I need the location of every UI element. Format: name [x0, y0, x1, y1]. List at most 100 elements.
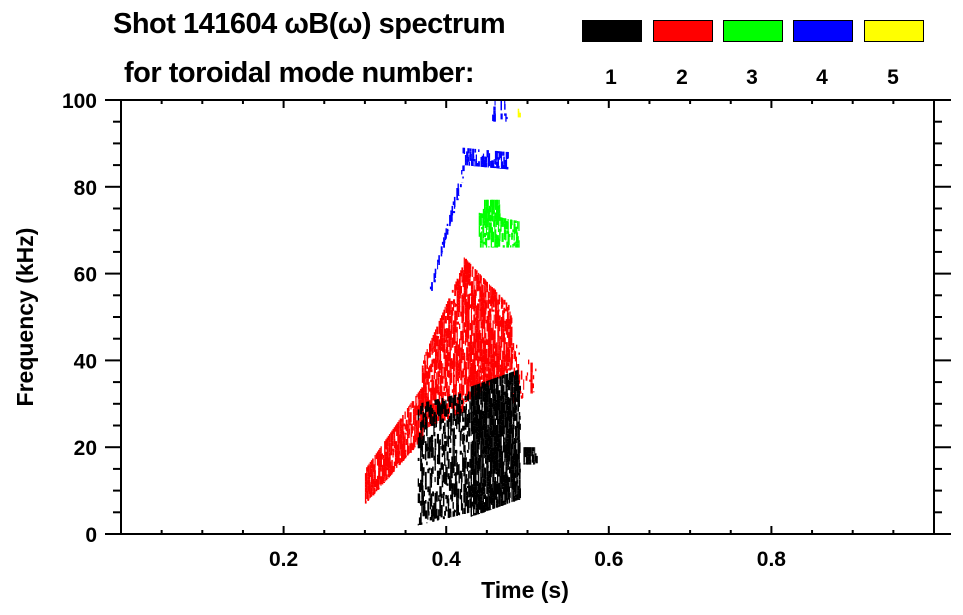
spectrogram-cell-mode-1: [517, 485, 520, 491]
spectrogram-cell-mode-1: [464, 409, 467, 417]
spectrogram-cell-mode-2: [392, 466, 395, 472]
spectrogram-cell-mode-2: [382, 455, 384, 459]
spectrogram-cell-mode-2: [451, 307, 454, 316]
spectrogram-cell-mode-1: [517, 462, 519, 473]
spectrogram-cell-mode-2: [409, 404, 411, 407]
spectrogram-cell-mode-1: [442, 473, 445, 483]
spectrogram-cell-mode-2: [499, 339, 501, 346]
spectrogram-cell-mode-1: [447, 495, 449, 499]
spectrogram-cell-mode-1: [531, 451, 534, 454]
spectrogram-cell-mode-3: [488, 246, 490, 248]
spectrogram-cell-mode-2: [464, 329, 467, 338]
spectrogram-cell-mode-2: [430, 340, 432, 345]
spectrogram-cell-mode-2: [457, 409, 460, 415]
spectrogram-cell-mode-2: [364, 473, 368, 482]
spectrogram-cell-mode-2: [455, 386, 457, 396]
spectrogram-cell-mode-1: [481, 453, 483, 464]
spectrogram-cell-mode-3: [513, 220, 516, 224]
spectrogram-cell-mode-2: [398, 434, 401, 442]
spectrogram-cell-mode-1: [513, 407, 516, 414]
spectrogram-cell-mode-3: [491, 231, 495, 243]
spectrogram-cell-mode-4: [500, 161, 504, 169]
spectrogram-cell-mode-4: [485, 156, 488, 163]
spectrogram-cell-mode-1: [495, 409, 498, 421]
spectrogram-cell-mode-1: [444, 434, 447, 439]
spectrogram-cell-mode-2: [486, 373, 489, 379]
spectrogram-cell-mode-1: [420, 437, 422, 440]
spectrogram-cell-mode-2: [404, 432, 407, 435]
spectrogram-cell-mode-1: [495, 471, 498, 475]
spectrogram-cell-mode-2: [482, 370, 485, 376]
spectrogram-cell-mode-4: [434, 268, 437, 275]
spectrogram-cell-mode-2: [500, 327, 503, 335]
spectrogram-cell-mode-1: [493, 497, 496, 503]
spectrogram-cell-mode-3: [494, 220, 496, 230]
spectrogram-cell-mode-1: [482, 418, 485, 425]
spectrogram-cell-mode-1: [525, 447, 528, 452]
spectrogram-cell-mode-4: [441, 241, 444, 245]
spectrogram-cell-mode-1: [500, 393, 503, 402]
spectrogram-cell-mode-1: [488, 407, 490, 419]
spectrogram-cell-mode-2: [490, 327, 493, 334]
spectrogram-cell-mode-1: [473, 434, 475, 442]
spectrogram-cell-mode-1: [480, 426, 482, 432]
spectrogram-cell-mode-1: [476, 486, 478, 490]
spectrogram-cell-mode-2: [449, 349, 451, 359]
spectrogram-cell-mode-1: [462, 417, 465, 422]
spectrogram-cell-mode-1: [488, 435, 491, 447]
spectrogram-cell-mode-2: [469, 395, 471, 399]
spectrogram-cell-mode-3: [505, 221, 508, 230]
spectrogram-cell-mode-2: [470, 323, 472, 335]
spectrogram-cell-mode-2: [468, 341, 471, 353]
spectrogram-cell-mode-2: [403, 439, 405, 443]
spectrogram-cell-mode-1: [468, 412, 471, 423]
spectrogram-cell-mode-1: [500, 436, 502, 446]
spectrogram-cell-mode-2: [461, 376, 463, 386]
spectrogram-cell-mode-1: [441, 397, 444, 404]
spectrogram-cell-mode-1: [482, 482, 485, 492]
spectrogram-cell-mode-2: [368, 472, 371, 480]
spectrogram-cell-mode-2: [497, 355, 499, 365]
spectrogram-cell-mode-2: [461, 299, 464, 306]
spectrogram-cell-mode-1: [448, 435, 451, 440]
spectrogram-cell-mode-1: [483, 402, 486, 414]
spectrogram-cell-mode-2: [375, 479, 378, 489]
spectrogram-cell-mode-2: [432, 349, 434, 354]
spectrogram-cell-mode-2: [462, 305, 465, 314]
spectrogram-cell-mode-2: [450, 402, 453, 409]
spectrogram-cell-mode-1: [491, 484, 493, 488]
spectrogram-cell-mode-2: [439, 385, 443, 397]
spectrogram-cell-mode-2: [450, 372, 453, 383]
spectrogram-cell-mode-1: [421, 474, 424, 483]
spectrogram-cell-mode-1: [473, 425, 476, 434]
spectrogram-cell-mode-2: [391, 430, 394, 441]
spectrogram-cell-mode-2: [472, 293, 474, 300]
spectrogram-cell-mode-2: [429, 352, 431, 358]
spectrogram-cell-mode-1: [438, 497, 440, 502]
spectrogram-cell-mode-3: [514, 241, 516, 245]
spectrogram-cell-mode-1: [477, 471, 480, 474]
spectrogram-cell-mode-1: [491, 383, 494, 394]
spectrogram-cell-mode-4: [484, 159, 486, 168]
spectrogram-cell-mode-2: [398, 454, 400, 458]
spectrogram-cell-mode-1: [446, 420, 448, 427]
spectrogram-cell-mode-2: [379, 470, 381, 479]
spectrogram-cell-mode-2: [398, 457, 400, 462]
spectrogram-cell-mode-2: [410, 431, 413, 437]
spectrogram-cell-mode-1: [427, 451, 430, 459]
spectrogram-cell-mode-3: [496, 209, 499, 220]
spectrogram-cell-mode-2: [468, 352, 471, 357]
spectrogram-cell-mode-2: [490, 348, 493, 355]
spectrogram-cell-mode-1: [493, 458, 496, 467]
spectrogram-cell-mode-3: [483, 220, 486, 226]
spectrogram-cell-mode-1: [473, 395, 475, 406]
spectrogram-cell-mode-2: [416, 420, 418, 428]
spectrogram-cell-mode-1: [483, 487, 486, 495]
spectrogram-cell-mode-1: [434, 501, 437, 510]
spectrogram-cell-mode-1: [503, 461, 505, 466]
spectrogram-cell-mode-4: [487, 150, 489, 156]
spectrogram-cell-mode-2: [466, 367, 468, 372]
spectrogram-cell-mode-2: [494, 306, 497, 314]
spectrogram-cell-mode-2: [398, 420, 400, 426]
spectrogram-cell-mode-2: [423, 388, 425, 399]
